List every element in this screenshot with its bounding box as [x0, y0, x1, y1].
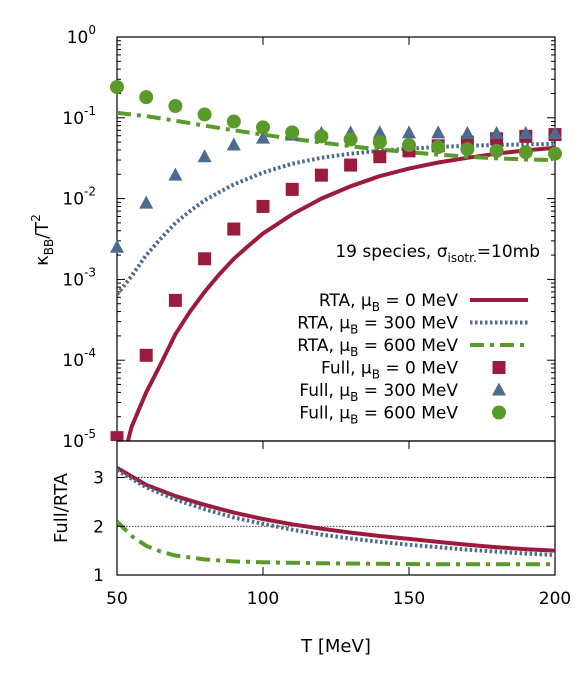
legend-swatch-marker-4	[492, 382, 506, 396]
x-tick-label: 100	[247, 589, 279, 609]
top-y-tick-label: 10-4	[62, 346, 96, 371]
data-point-circle	[431, 140, 446, 155]
legend-label-2: RTA, μB = 600 MeV	[297, 336, 458, 359]
legend-label-1: RTA, μB = 300 MeV	[297, 314, 458, 337]
x-axis-label: T [MeV]	[300, 636, 371, 657]
data-point-circle	[197, 107, 212, 122]
data-point-square	[256, 199, 270, 213]
data-point-triangle	[226, 137, 241, 151]
data-point-triangle	[489, 125, 504, 139]
top-y-ticks: 10-5 10-4 10-3 10-2 10-1 100	[62, 23, 556, 452]
reference-lines	[117, 477, 555, 527]
data-point-circle	[110, 80, 124, 95]
top-series-line-2	[117, 110, 555, 162]
bottom-y-tick-label: 2	[93, 517, 104, 537]
bottom-series-line-0	[117, 466, 555, 553]
data-point-square	[139, 348, 153, 362]
data-point-triangle	[518, 125, 533, 139]
top-y-tick-label: 10-3	[62, 265, 96, 290]
data-point-circle	[285, 125, 300, 140]
data-point-square	[110, 431, 124, 441]
bottom-series-line-2	[117, 519, 555, 567]
bottom-y-tick-label: 3	[93, 469, 104, 489]
data-point-square	[373, 150, 387, 164]
data-point-triangle	[402, 125, 416, 139]
data-point-circle	[343, 132, 358, 147]
x-tick-label: 50	[106, 589, 128, 609]
x-tick-label: 150	[393, 589, 425, 609]
data-point-triangle	[372, 125, 387, 139]
bottom-series-group	[117, 466, 555, 567]
data-point-circle	[518, 145, 533, 160]
top-y-tick-label: 10-1	[62, 104, 96, 129]
legend-swatch-marker-5	[492, 405, 506, 420]
legend-label-0: RTA, μB = 0 MeV	[319, 291, 459, 314]
data-point-circle	[139, 90, 154, 105]
bottom-y-ticks: 1 2 3	[93, 469, 555, 586]
top-series-line-0	[125, 145, 555, 441]
legend-label-3: Full, μB = 0 MeV	[321, 359, 458, 382]
data-point-triangle	[460, 125, 475, 139]
bottom-series-line-1	[117, 468, 555, 557]
data-point-triangle	[548, 125, 562, 139]
data-point-circle	[489, 143, 504, 158]
bottom-panel: 1 2 3 50 100 150 200 Full/RTA T [MeV]	[51, 440, 571, 657]
data-point-square	[344, 158, 358, 172]
data-point-circle	[548, 146, 562, 161]
data-point-triangle	[197, 149, 212, 163]
top-series-line-1	[117, 141, 555, 296]
top-y-tick-label: 10-2	[62, 185, 96, 210]
data-point-circle	[168, 98, 183, 113]
data-point-circle	[314, 129, 329, 144]
legend-swatch-marker-3	[492, 361, 506, 374]
data-point-square	[198, 252, 212, 266]
x-ticks: 50 100 150 200	[106, 441, 571, 609]
top-points-group	[110, 80, 562, 441]
data-point-square	[227, 222, 241, 236]
legend-label-4: Full, μB = 300 MeV	[299, 381, 458, 404]
bottom-y-axis-label: Full/RTA	[51, 472, 72, 543]
top-y-tick-label: 100	[67, 23, 96, 48]
data-point-circle	[226, 114, 241, 129]
top-y-tick-label: 10-5	[62, 427, 96, 452]
data-point-triangle	[139, 195, 154, 209]
data-point-triangle	[256, 130, 270, 144]
data-point-triangle	[168, 167, 183, 181]
data-point-triangle	[431, 125, 446, 139]
data-point-square	[168, 293, 182, 307]
bottom-y-tick-label: 1	[93, 566, 104, 586]
top-y-axis-label: κBB/T2	[29, 214, 56, 266]
data-point-circle	[402, 138, 416, 153]
annotation: 19 species, σisotr.=10mb	[335, 242, 540, 265]
data-point-circle	[460, 142, 475, 157]
data-point-square	[314, 168, 328, 182]
legend-label-5: Full, μB = 600 MeV	[299, 404, 458, 427]
top-panel: 10-5 10-4 10-3 10-2 10-1 100 19 species, σiso…	[29, 23, 562, 452]
data-point-square	[285, 182, 299, 196]
data-point-circle	[372, 135, 387, 150]
bottom-plot-frame	[116, 440, 556, 576]
data-point-circle	[256, 120, 270, 135]
x-tick-label: 200	[539, 589, 571, 609]
data-point-triangle	[110, 239, 124, 253]
